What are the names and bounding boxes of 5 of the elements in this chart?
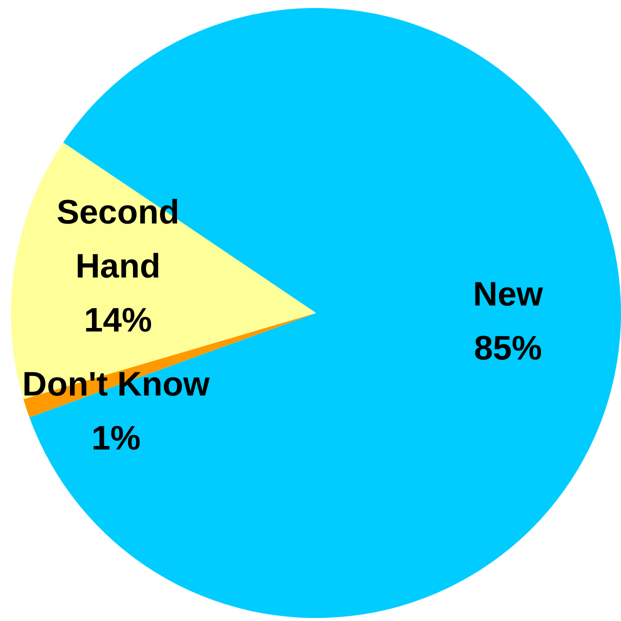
data-label: 14% bbox=[84, 301, 152, 340]
data-label: 1% bbox=[91, 419, 141, 458]
slice-label: Second Hand bbox=[56, 193, 180, 286]
data-label: 85% bbox=[474, 329, 542, 368]
slice-label: New bbox=[473, 275, 544, 314]
